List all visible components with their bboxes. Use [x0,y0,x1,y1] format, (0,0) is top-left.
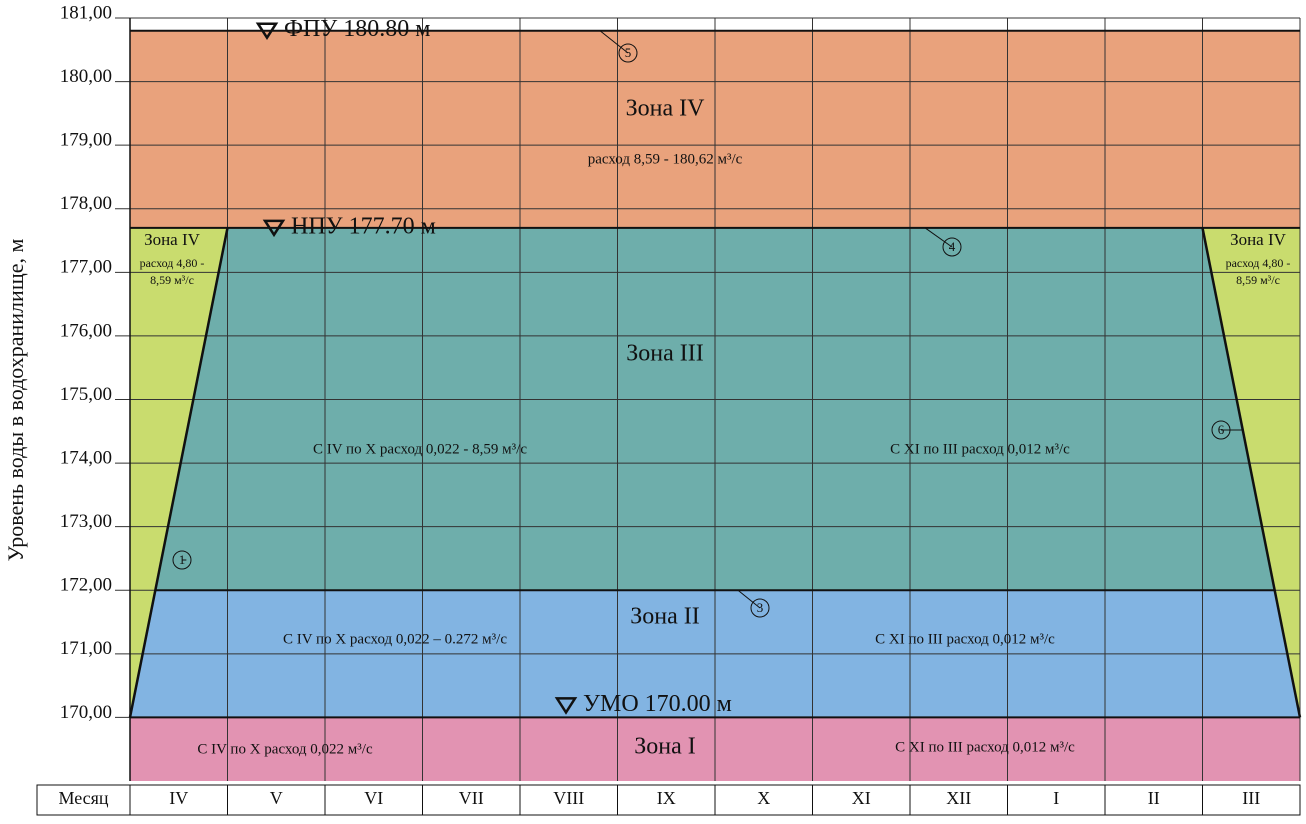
side-zone-note: 8,59 м³/с [1236,273,1280,287]
y-tick-label: 170,00 [60,702,112,723]
marker-circle [750,598,770,618]
x-tick-label: XII [946,788,971,808]
side-zone-title: Зона IV [144,230,201,249]
marker-label: 6 [1218,422,1225,437]
month-cell [617,784,716,816]
y-tick-label: 174,00 [60,447,112,468]
marker-circle [942,237,962,257]
side-zone-note: расход 4,80 - [140,256,205,270]
y-tick-label: 180,00 [60,66,112,87]
month-cell [129,784,228,816]
zone-title: Зона III [626,341,704,367]
marker-leader [924,227,953,248]
month-cell [714,784,813,816]
level-label: НПУ 177.70 м [291,213,436,239]
zone-note: С XI по III расход 0,012 м³/с [895,739,1075,755]
zone-note: С XI по III расход 0,012 м³/с [890,441,1070,457]
marker-circle [172,550,192,570]
month-cell [324,784,423,816]
y-axis-label: Уровень воды в водохранилище, м [3,238,28,561]
x-tick-label: II [1148,788,1160,808]
month-cell [812,784,911,816]
month-header-cell [36,784,131,816]
zone-note: С XI по III расход 0,012 м³/с [875,631,1055,647]
y-tick-label: 181,00 [60,2,112,23]
y-tick-label: 172,00 [60,575,112,596]
marker-leader [599,30,629,54]
x-tick-label: X [757,788,770,808]
y-tick-label: 177,00 [60,257,112,278]
x-tick-label: XI [852,788,871,808]
y-tick-label: 171,00 [60,638,112,659]
y-tick-label: 178,00 [60,193,112,214]
y-tick-label: 179,00 [60,130,112,151]
marker-circle [618,43,638,63]
month-cell [1007,784,1106,816]
x-tick-label: IX [657,788,676,808]
level-triangle [255,22,279,41]
side-zone-note: 8,59 м³/с [150,273,194,287]
month-header: Месяц [58,788,108,808]
marker-leader [737,589,761,609]
zone-note: расход 8,59 - 180,62 м³/с [588,151,743,167]
y-tick-label: 175,00 [60,384,112,405]
month-cell [1104,784,1203,816]
zone-title: Зона IV [626,96,706,122]
zone-note: С IV по X расход 0,022 м³/с [197,741,373,757]
zone-title: Зона I [634,734,696,760]
marker-label: 4 [949,239,956,254]
x-tick-label: VIII [553,788,584,808]
y-tick-label: 176,00 [60,320,112,341]
x-tick-label: VI [364,788,383,808]
x-tick-label: III [1242,788,1260,808]
dispatch-line [1201,227,1302,718]
month-cell [227,784,326,816]
side-zone-title: Зона IV [1230,230,1287,249]
level-label: УМО 170.00 м [583,691,732,717]
x-tick-label: VII [459,788,484,808]
side-zone-note: расход 4,80 - [1226,256,1291,270]
month-cell [1202,784,1301,816]
month-cell [422,784,521,816]
level-triangle [262,219,286,238]
dispatch-line [128,227,229,718]
zone-title: Зона II [630,604,700,630]
zone-note: С IV по X расход 0,022 - 8,59 м³/с [313,441,527,457]
level-triangle [554,697,578,715]
marker-label: 5 [625,45,632,60]
marker-circle [1211,420,1231,440]
x-tick-label: IV [169,788,188,808]
level-label: ФПУ 180.80 м [284,16,430,42]
marker-label: 3 [757,600,764,615]
y-tick-label: 173,00 [60,511,112,532]
zone-note: С IV по X расход 0,022 – 0.272 м³/с [283,631,507,647]
marker-label: 1 [179,552,186,567]
month-cell [909,784,1008,816]
x-tick-label: I [1053,788,1059,808]
x-tick-label: V [270,788,283,808]
